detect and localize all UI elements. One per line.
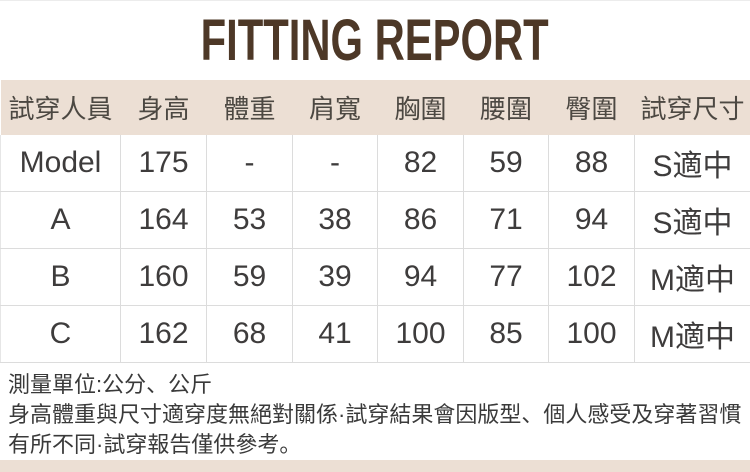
cell-tester: C bbox=[0, 305, 121, 363]
cell-shoulder: - bbox=[292, 135, 378, 192]
table-row: A 164 53 38 86 71 94 S適中 bbox=[0, 191, 750, 249]
table-row: B 160 59 39 94 77 102 M適中 bbox=[0, 248, 750, 306]
cell-waist: 71 bbox=[463, 191, 549, 249]
cell-tester: A bbox=[0, 191, 121, 249]
cell-hip: 94 bbox=[548, 191, 635, 249]
cell-size: M適中 bbox=[634, 248, 750, 306]
cell-tester: B bbox=[0, 248, 121, 306]
fitting-table: 試穿人員 身高 體重 肩寬 胸圍 腰圍 臀圍 試穿尺寸 Model 175 - … bbox=[0, 80, 750, 363]
cell-height: 164 bbox=[120, 191, 207, 249]
col-header-hip: 臀圍 bbox=[548, 80, 635, 135]
cell-shoulder: 41 bbox=[292, 305, 378, 363]
col-header-waist: 腰圍 bbox=[463, 80, 549, 135]
cell-waist: 77 bbox=[463, 248, 549, 306]
cell-size: S適中 bbox=[634, 135, 750, 192]
cell-chest: 100 bbox=[377, 305, 464, 363]
cell-hip: 102 bbox=[548, 248, 635, 306]
title-bar: FITTING REPORT bbox=[0, 1, 750, 80]
cell-chest: 86 bbox=[377, 191, 464, 249]
col-header-weight: 體重 bbox=[206, 80, 293, 135]
cell-weight: 68 bbox=[206, 305, 293, 363]
cell-waist: 85 bbox=[463, 305, 549, 363]
cell-height: 175 bbox=[120, 135, 207, 192]
table-row: C 162 68 41 100 85 100 M適中 bbox=[0, 305, 750, 363]
note-measurement-units: 測量單位:公分、公斤 bbox=[8, 372, 213, 397]
page-title: FITTING REPORT bbox=[200, 8, 549, 73]
cell-tester: Model bbox=[0, 135, 121, 192]
cell-hip: 100 bbox=[548, 305, 635, 363]
cell-size: S適中 bbox=[634, 191, 750, 249]
table-row: Model 175 - - 82 59 88 S適中 bbox=[0, 135, 750, 192]
col-header-size: 試穿尺寸 bbox=[634, 80, 750, 135]
cell-shoulder: 39 bbox=[292, 248, 378, 306]
cell-height: 162 bbox=[120, 305, 207, 363]
col-header-shoulder: 肩寬 bbox=[292, 80, 378, 135]
cell-height: 160 bbox=[120, 248, 207, 306]
cell-weight: 53 bbox=[206, 191, 293, 249]
cell-chest: 94 bbox=[377, 248, 464, 306]
note-disclaimer: 身高體重與尺寸適穿度無絕對關係·試穿結果會因版型、個人感受及穿著習慣有所不同·試… bbox=[8, 402, 742, 457]
cell-shoulder: 38 bbox=[292, 191, 378, 249]
notes-section: 測量單位:公分、公斤 身高體重與尺寸適穿度無絕對關係·試穿結果會因版型、個人感受… bbox=[0, 363, 750, 460]
col-header-height: 身高 bbox=[120, 80, 207, 135]
cell-size: M適中 bbox=[634, 305, 750, 363]
cell-hip: 88 bbox=[548, 135, 635, 192]
bottom-strip bbox=[0, 460, 750, 472]
cell-waist: 59 bbox=[463, 135, 549, 192]
cell-weight: 59 bbox=[206, 248, 293, 306]
cell-weight: - bbox=[206, 135, 293, 192]
cell-chest: 82 bbox=[377, 135, 464, 192]
col-header-chest: 胸圍 bbox=[377, 80, 464, 135]
col-header-tester: 試穿人員 bbox=[0, 80, 121, 135]
header-row: 試穿人員 身高 體重 肩寬 胸圍 腰圍 臀圍 試穿尺寸 bbox=[0, 80, 750, 135]
